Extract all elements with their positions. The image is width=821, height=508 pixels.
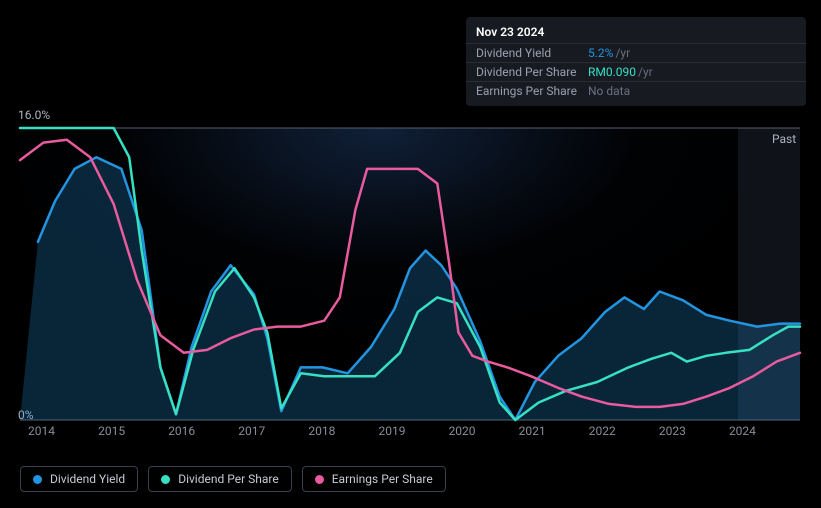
tooltip-row-value: RM0.090: [588, 65, 636, 79]
x-axis-tick: 2019: [378, 424, 405, 438]
x-axis-tick: 2022: [589, 424, 616, 438]
x-axis: 2014 2015 2016 2017 2018 2019 2020 2021 2022 2023…: [28, 424, 756, 438]
tooltip-row-label: Dividend Per Share: [476, 65, 588, 79]
legend-item-label: Earnings Per Share: [332, 472, 433, 486]
tooltip-row-value: 5.2%: [588, 46, 613, 60]
tooltip-row-value: No data: [588, 84, 630, 98]
tooltip-row: Dividend Per ShareRM0.090 /yr: [466, 62, 806, 81]
tooltip-row-label: Dividend Yield: [476, 46, 588, 60]
tooltip-row: Dividend Yield5.2% /yr: [466, 43, 806, 62]
x-axis-tick: 2015: [98, 424, 125, 438]
line-chart[interactable]: [20, 128, 800, 420]
legend-item-label: Dividend Per Share: [178, 472, 279, 486]
x-axis-tick: 2014: [28, 424, 55, 438]
x-axis-tick: 2020: [449, 424, 476, 438]
x-axis-tick: 2018: [308, 424, 335, 438]
x-axis-tick: 2016: [168, 424, 195, 438]
x-axis-tick: 2024: [729, 424, 756, 438]
legend-dot-icon: [33, 475, 42, 484]
chart-tooltip: Nov 23 2024 Dividend Yield5.2% /yrDivide…: [466, 17, 806, 106]
chart-legend: Dividend Yield Dividend Per Share Earnings…: [20, 466, 446, 492]
legend-dot-icon: [161, 475, 170, 484]
x-axis-tick: 2017: [238, 424, 265, 438]
tooltip-row-label: Earnings Per Share: [476, 84, 588, 98]
tooltip-row: Earnings Per ShareNo data: [466, 81, 806, 100]
legend-dot-icon: [315, 475, 324, 484]
legend-item[interactable]: Dividend Per Share: [148, 466, 292, 492]
legend-item-label: Dividend Yield: [50, 472, 125, 486]
tooltip-date: Nov 23 2024: [466, 23, 806, 43]
legend-item[interactable]: Dividend Yield: [20, 466, 138, 492]
y-axis-max-label: 16.0%: [18, 108, 50, 122]
tooltip-row-suffix: /yr: [638, 65, 653, 79]
legend-item[interactable]: Earnings Per Share: [302, 466, 446, 492]
x-axis-tick: 2021: [519, 424, 546, 438]
x-axis-tick: 2023: [659, 424, 686, 438]
tooltip-row-suffix: /yr: [615, 46, 630, 60]
